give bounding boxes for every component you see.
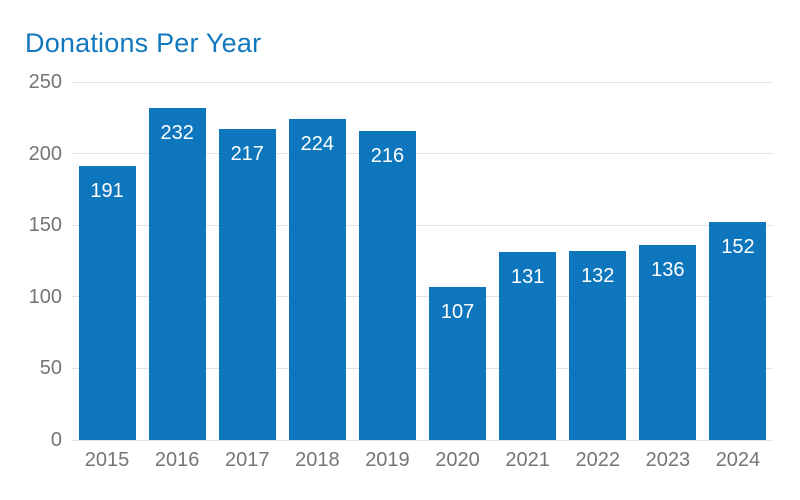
bar-value-label: 132 — [581, 264, 615, 287]
bar-2024: 152 — [709, 222, 767, 440]
y-axis-tick-label: 200 — [28, 142, 62, 165]
bar-value-label: 136 — [651, 259, 685, 282]
bar-value-label: 232 — [160, 121, 194, 144]
x-axis-tick-label: 2023 — [645, 449, 691, 471]
y-axis-tick-label: 0 — [50, 429, 62, 451]
gridline-y-50 — [72, 367, 773, 369]
y-axis-tick-label: 150 — [28, 214, 62, 237]
x-axis-tick-label: 2016 — [154, 449, 200, 471]
bar-2016: 232 — [148, 107, 206, 440]
gridline-y-250 — [72, 81, 773, 83]
y-axis-tick-label: 250 — [28, 71, 62, 93]
bar-value-label: 191 — [90, 180, 124, 203]
x-axis-tick-label: 2018 — [295, 449, 340, 471]
bar-2020: 107 — [429, 286, 487, 440]
gridline-y-0 — [72, 439, 773, 441]
chart-title: Donations Per Year — [25, 28, 262, 58]
bar-value-label: 224 — [300, 133, 335, 156]
bar-2022: 132 — [569, 250, 627, 440]
y-axis-tick-label: 50 — [39, 357, 62, 380]
bar-2023: 136 — [639, 245, 697, 440]
x-axis-tick-label: 2022 — [575, 449, 620, 471]
gridline-y-150 — [72, 224, 773, 226]
gridline-y-100 — [72, 296, 773, 298]
x-axis-tick-label: 2020 — [435, 449, 480, 471]
bar-value-label: 131 — [510, 266, 545, 289]
bar-2019: 216 — [358, 130, 416, 440]
bar-2018: 224 — [288, 119, 346, 440]
bar-value-label: 216 — [370, 144, 405, 167]
bar-value-label: 107 — [440, 300, 475, 323]
x-axis-tick-label: 2019 — [365, 449, 410, 471]
bar-value-label: 152 — [721, 236, 755, 259]
x-axis-tick-label: 2015 — [84, 449, 130, 471]
bar-2021: 131 — [499, 252, 557, 440]
bar-2015: 191 — [78, 166, 136, 440]
x-axis-tick-label: 2024 — [715, 449, 761, 471]
bar-value-label: 217 — [230, 143, 264, 166]
bar-2017: 217 — [218, 129, 276, 440]
x-axis-tick-label: 2021 — [505, 449, 550, 471]
gridline-y-200 — [72, 153, 773, 155]
y-axis-tick-label: 100 — [28, 285, 62, 308]
x-axis-tick-label: 2017 — [224, 449, 270, 471]
